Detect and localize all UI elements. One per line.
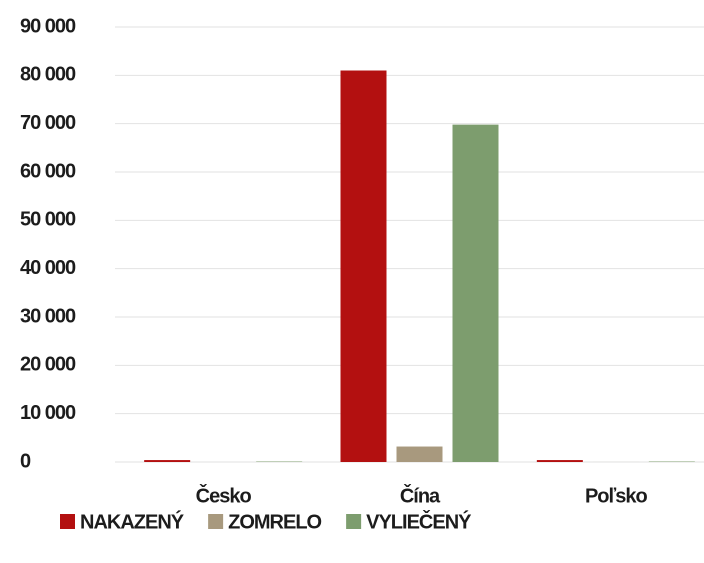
y-tick-label: 80 000 xyxy=(20,64,76,86)
y-tick-label: 70 000 xyxy=(20,112,76,134)
x-tick-label: Čína xyxy=(400,483,441,507)
y-tick-label: 50 000 xyxy=(20,209,76,231)
legend-swatch xyxy=(60,514,75,529)
y-tick-label: 10 000 xyxy=(20,402,76,424)
legend-label: ZOMRELO xyxy=(228,511,321,533)
bar xyxy=(396,446,443,462)
legend-label: VYLIEČENÝ xyxy=(366,509,472,533)
legend-label: NAKAZENÝ xyxy=(80,509,185,533)
x-tick-label: Česko xyxy=(196,483,252,507)
y-tick-label: 0 xyxy=(20,450,31,472)
y-tick-label: 40 000 xyxy=(20,257,76,279)
legend-swatch xyxy=(208,514,224,529)
y-tick-label: 90 000 xyxy=(20,15,76,37)
legend-swatch xyxy=(346,514,362,529)
x-tick-label: Poľsko xyxy=(585,485,648,507)
y-tick-label: 60 000 xyxy=(20,160,76,182)
y-tick-label: 30 000 xyxy=(20,305,76,327)
bar xyxy=(536,460,583,462)
bar xyxy=(340,70,387,462)
y-tick-label: 20 000 xyxy=(20,354,76,376)
bar xyxy=(144,460,191,462)
bar xyxy=(452,124,499,462)
